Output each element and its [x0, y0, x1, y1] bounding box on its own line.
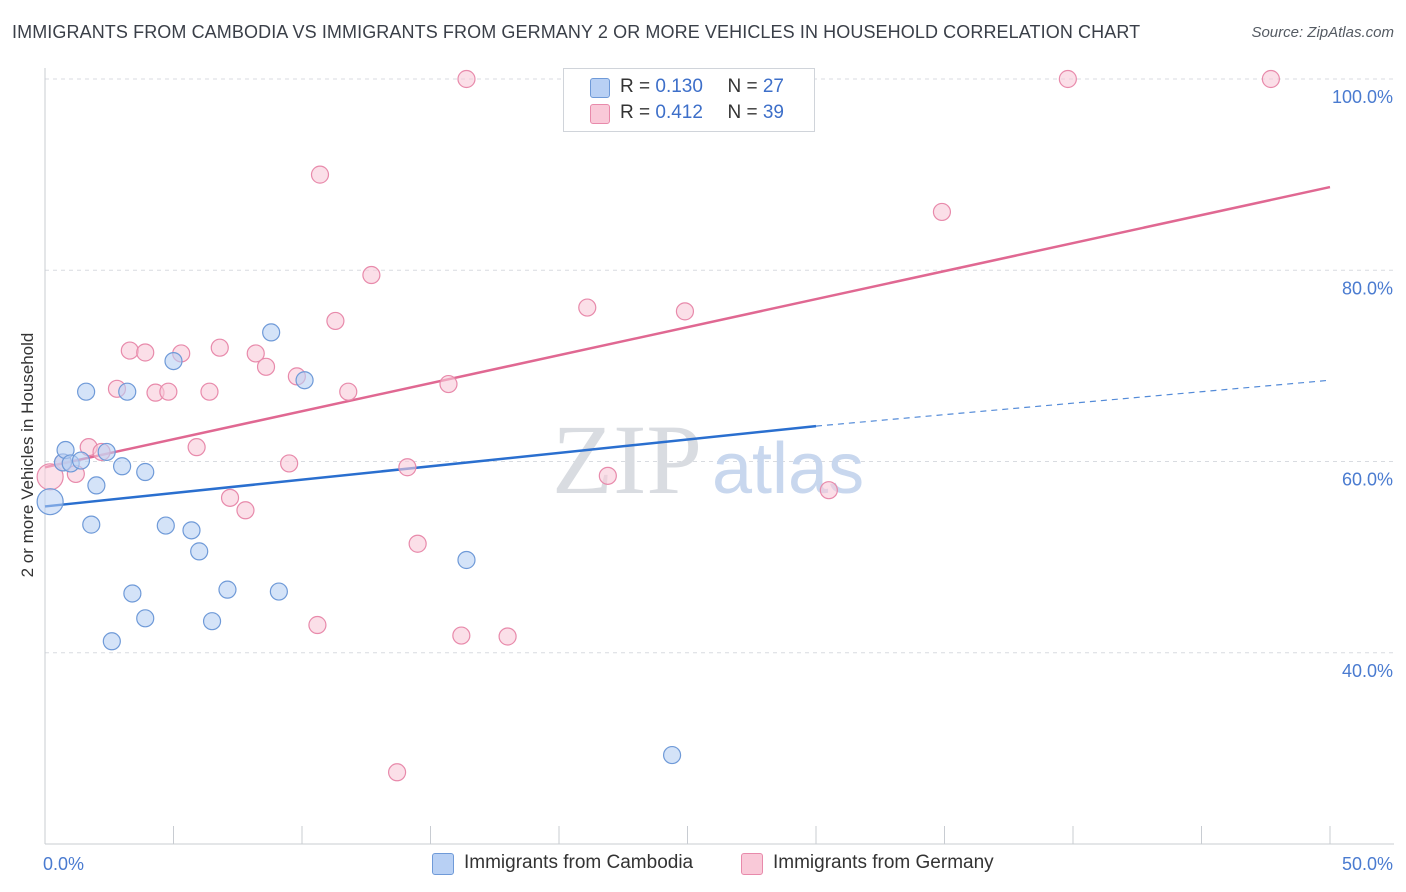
trend-lines — [44, 185, 1331, 508]
y-tick-label: 60.0% — [1342, 470, 1393, 490]
n-value-cambodia: 27 — [762, 76, 784, 97]
correlation-legend: R = 0.130 N = 27 R = 0.412 N = 39 — [563, 68, 815, 132]
germany-point[interactable] — [398, 458, 417, 477]
germany-point[interactable] — [246, 344, 265, 363]
germany-legend-label: Immigrants from Germany — [773, 852, 994, 873]
cambodia-point[interactable] — [112, 457, 132, 476]
x-tick-label: 0.0% — [43, 854, 84, 874]
germany-point[interactable] — [439, 374, 458, 394]
source-credit: Source: ZipAtlas.com — [1251, 24, 1394, 41]
tick-labels: 40.0% 60.0% 80.0% 100.0% 0.0% 50.0% — [43, 87, 1393, 874]
cambodia-point[interactable] — [136, 462, 155, 482]
germany-point[interactable] — [280, 454, 299, 473]
germany-point[interactable] — [408, 534, 427, 553]
germany-point[interactable] — [598, 466, 617, 485]
cambodia-point[interactable] — [123, 584, 142, 603]
germany-point[interactable] — [675, 302, 695, 321]
cambodia-swatch — [590, 78, 610, 98]
germany-point[interactable] — [498, 627, 517, 646]
germany-point[interactable] — [308, 615, 327, 635]
germany-point[interactable] — [256, 357, 276, 376]
germany-point[interactable] — [159, 382, 178, 401]
r-label: R = — [620, 76, 656, 97]
cambodia-point[interactable] — [218, 580, 237, 599]
y-tick-label: 40.0% — [1342, 661, 1393, 681]
gridlines — [45, 78, 1394, 654]
cambodia-point[interactable] — [77, 382, 96, 401]
cambodia-point[interactable] — [82, 515, 101, 534]
cambodia-point[interactable] — [36, 488, 64, 516]
n-label: N = — [727, 76, 763, 97]
germany-point[interactable] — [200, 382, 219, 401]
germany-swatch — [590, 104, 610, 124]
germany-point[interactable] — [1058, 69, 1077, 89]
cambodia-point[interactable] — [102, 632, 121, 651]
x-tick-label: 50.0% — [1342, 854, 1393, 874]
germany-legend-swatch — [741, 853, 763, 875]
cambodia-point[interactable] — [97, 442, 116, 462]
watermark: ZIP atlas — [552, 404, 864, 515]
cambodia-point[interactable] — [190, 542, 209, 561]
cambodia-trend-line — [44, 424, 817, 508]
cambodia-point[interactable] — [202, 612, 222, 631]
watermark-zip: ZIP — [552, 404, 702, 515]
n-value-germany: 39 — [762, 102, 784, 123]
r-label: R = — [620, 102, 656, 123]
cambodia-point[interactable] — [269, 582, 288, 601]
germany-point[interactable] — [457, 69, 476, 89]
axes — [44, 68, 1394, 845]
y-tick-label: 80.0% — [1342, 278, 1393, 298]
germany-point[interactable] — [932, 202, 952, 222]
germany-point[interactable] — [339, 382, 358, 401]
cambodia-legend-swatch — [432, 853, 454, 875]
y-tick-label: 100.0% — [1332, 87, 1393, 107]
germany-point[interactable] — [310, 165, 330, 184]
cambodia-point[interactable] — [136, 609, 155, 628]
germany-point[interactable] — [362, 265, 381, 285]
germany-point[interactable] — [187, 438, 206, 457]
n-label: N = — [727, 102, 763, 123]
germany-point[interactable] — [136, 343, 155, 362]
cambodia-point[interactable] — [457, 550, 476, 570]
germany-trend-line — [44, 185, 1331, 469]
cambodia-point[interactable] — [262, 323, 281, 342]
cambodia-point[interactable] — [182, 521, 201, 540]
r-value-germany: 0.412 — [655, 102, 703, 123]
cambodia-point[interactable] — [118, 382, 137, 401]
watermark-atlas: atlas — [712, 429, 864, 509]
cambodia-point[interactable] — [156, 516, 175, 535]
cambodia-trend-extension — [815, 379, 1331, 427]
germany-point[interactable] — [120, 341, 139, 360]
germany-point[interactable] — [578, 298, 597, 317]
chart-title: IMMIGRANTS FROM CAMBODIA VS IMMIGRANTS F… — [12, 22, 1141, 42]
cambodia-point[interactable] — [662, 745, 682, 765]
cambodia-legend-label: Immigrants from Cambodia — [464, 852, 694, 873]
cambodia-point[interactable] — [71, 451, 91, 470]
germany-point[interactable] — [819, 481, 838, 500]
germany-point[interactable] — [452, 626, 471, 645]
data-points[interactable] — [36, 69, 1280, 782]
cambodia-point[interactable] — [295, 371, 314, 390]
germany-point[interactable] — [326, 311, 345, 331]
germany-point[interactable] — [236, 501, 255, 520]
y-axis-title: 2 or more Vehicles in Household — [18, 332, 37, 578]
cambodia-point[interactable] — [87, 476, 106, 495]
germany-point[interactable] — [210, 338, 229, 357]
germany-point[interactable] — [1261, 69, 1280, 89]
germany-point[interactable] — [220, 488, 240, 507]
germany-point[interactable] — [387, 763, 407, 782]
cambodia-point[interactable] — [164, 351, 183, 371]
r-value-cambodia: 0.130 — [655, 76, 703, 97]
